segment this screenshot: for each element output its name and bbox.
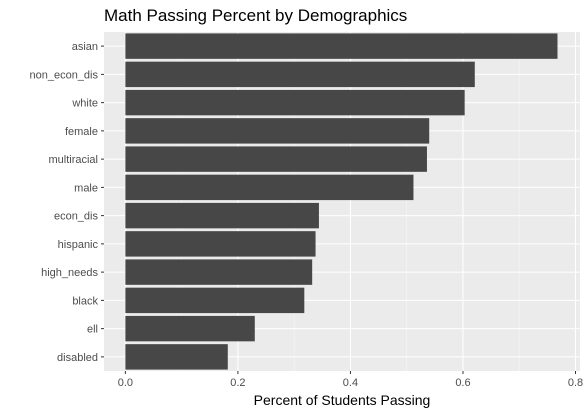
bar-female: [125, 118, 430, 144]
bar-non_econ_dis: [125, 61, 475, 88]
y-tick-label-hispanic: hispanic: [58, 239, 99, 251]
y-tick-label-multiracial: multiracial: [48, 154, 98, 166]
x-tick-label: 0.4: [343, 377, 358, 389]
y-tick-label-black: black: [72, 295, 98, 307]
y-tick-label-econ_dis: econ_dis: [54, 211, 99, 223]
y-tick-label-disabled: disabled: [57, 352, 98, 364]
x-tick-label: 0.0: [118, 377, 133, 389]
x-tick-label: 0.2: [230, 377, 245, 389]
plot-panel: [104, 32, 580, 371]
bar-ell: [125, 315, 255, 342]
y-tick-label-asian: asian: [72, 41, 98, 53]
y-tick-label-female: female: [65, 126, 98, 138]
y-tick-label-white: white: [71, 98, 98, 110]
bar-asian: [125, 33, 558, 59]
bar-white: [125, 89, 465, 116]
bar-male: [125, 174, 414, 201]
bar-multiracial: [125, 146, 427, 172]
bar-disabled: [125, 344, 228, 370]
x-axis: 0.0 0.2 0.4 0.6 0.8: [118, 371, 583, 389]
chart-title: Math Passing Percent by Demographics: [104, 6, 407, 25]
bar-econ_dis: [125, 202, 319, 229]
bar-high_needs: [125, 259, 313, 285]
bars-group: [125, 33, 558, 370]
y-tick-label-ell: ell: [87, 324, 98, 336]
y-tick-label-high_needs: high_needs: [41, 267, 98, 279]
x-tick-label: 0.8: [568, 377, 583, 389]
x-axis-title: Percent of Students Passing: [254, 392, 431, 408]
bar-black: [125, 287, 305, 314]
y-tick-label-male: male: [74, 182, 98, 194]
bar-hispanic: [125, 231, 316, 257]
y-tick-label-non_econ_dis: non_econ_dis: [29, 69, 98, 81]
x-tick-label: 0.6: [455, 377, 470, 389]
